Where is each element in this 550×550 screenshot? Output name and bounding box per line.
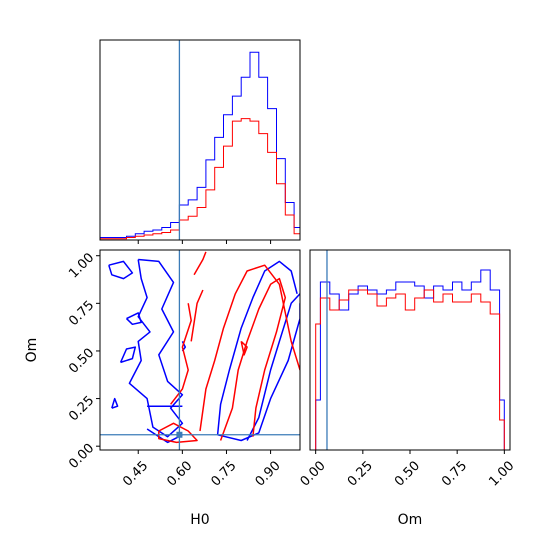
om-marginal-xtick-label: 0.25 <box>345 458 376 489</box>
contour-red-17 <box>190 289 204 342</box>
om-marginal-xtick-label: 1.00 <box>486 458 517 489</box>
om-marginal-axis-label: Om <box>398 512 423 528</box>
contour-blue-1 <box>128 258 184 438</box>
contour-blue-9 <box>216 260 298 435</box>
contour-red-13 <box>240 340 248 356</box>
om-axis-label: Om <box>24 338 40 363</box>
om-vs-h0-frame <box>99 249 301 451</box>
h0-histogram-red <box>99 118 301 240</box>
h0-xtick-label: 0.60 <box>164 458 195 489</box>
om-vs-h0-panel: 0.45 0.60 0.75 0.900.000.250.500.751.00 H0 … <box>24 249 301 528</box>
contour-blue-2 <box>125 312 142 326</box>
om-marginal-xtick-label: 0.75 <box>439 458 470 489</box>
contour-red-15 <box>170 303 192 405</box>
contour-group <box>100 250 300 450</box>
om-histogram-red <box>315 289 505 450</box>
om-ytick-label: 0.25 <box>66 393 97 424</box>
contour-red-14 <box>158 422 198 444</box>
contour-red-16 <box>193 251 207 276</box>
contour-blue-3 <box>119 346 137 364</box>
h0-xtick-label: 0.90 <box>253 458 284 489</box>
om-ytick-label: 0.00 <box>66 441 97 472</box>
h0-marginal-panel <box>99 39 301 244</box>
contour-blue-8 <box>217 303 300 442</box>
contour-blue-0 <box>108 260 134 280</box>
h0-marginal-frame <box>99 39 301 241</box>
contour-red-12 <box>219 277 287 441</box>
om-ytick-label: 0.50 <box>66 346 97 377</box>
contour-blue-4 <box>111 397 119 409</box>
h0-axis-label: H0 <box>190 512 209 528</box>
contour-blue-10 <box>246 293 300 441</box>
om-ytick-label: 1.00 <box>66 250 97 281</box>
h0-histogram-blue <box>99 51 301 240</box>
contour-red-11 <box>199 264 300 432</box>
om-histogram-blue <box>315 269 505 450</box>
om-ytick-label: 0.75 <box>66 298 97 329</box>
om-marginal-panel: 0.00 0.25 0.50 0.75 1.00 Om <box>298 249 517 528</box>
om-marginal-xtick-label: 0.50 <box>392 458 423 489</box>
om-marginal-xtick-label: 0.00 <box>298 458 329 489</box>
h0-xtick-label: 0.45 <box>120 458 151 489</box>
truth-marker <box>176 431 183 438</box>
om-marginal-frame <box>309 249 511 451</box>
h0-xtick-label: 0.75 <box>208 458 239 489</box>
